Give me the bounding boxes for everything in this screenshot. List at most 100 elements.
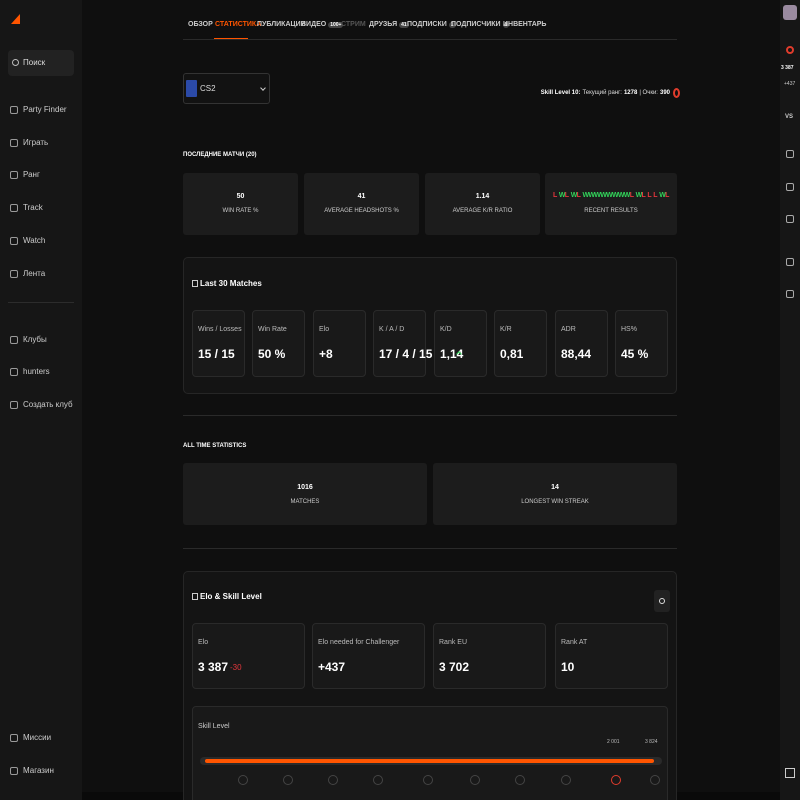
stat-label: AVERAGE K/R RATIO [452,208,513,214]
level-icon [328,775,338,785]
rail-icon[interactable] [786,150,794,158]
result: L [576,192,581,199]
stat-value: 1016 [297,484,313,491]
result: L [641,192,646,199]
rail-icon[interactable] [786,183,794,191]
result: W [582,192,590,199]
logo[interactable] [11,14,20,24]
skill-title: Skill Level [198,723,230,730]
result: W [558,192,566,199]
rail-icon[interactable] [786,258,794,266]
icon [10,171,18,179]
tab[interactable]: ПОДПИСКИ 1 [407,21,456,28]
box-icon [192,280,198,287]
stat-card [425,173,540,235]
stat-label: K/D [440,326,452,333]
nav-item[interactable]: Watch [23,236,46,245]
elo-label: Elo [198,639,209,646]
stat-label: ADR [561,326,576,333]
search-icon [12,59,19,66]
club-item[interactable]: Создать клуб [23,400,73,409]
skill-marker: 2 001 [607,739,620,745]
level-icon [238,775,248,785]
stat-value: 50 [236,193,245,200]
result: L [653,192,658,199]
level-icon [423,775,433,785]
bottom-item[interactable]: Миссии [23,733,52,742]
game-icon [186,80,197,97]
skill-summary-part: | Очки: [639,90,658,96]
tab[interactable]: ПОДПИСЧИКИ 1 [451,21,510,28]
elo-value: 10 [561,660,575,674]
stat-label: MATCHES [290,499,320,505]
stat-tile [192,310,245,377]
elo-value: +437 [318,660,346,674]
tab[interactable]: ПУБЛИКАЦИИ [257,21,306,28]
icon [10,270,18,278]
nav-item[interactable]: Играть [23,138,49,147]
left-sidebar [0,0,82,800]
bottom-item[interactable]: Магазин [23,766,54,775]
skill-box [192,706,668,800]
stat-label: Win Rate [258,326,287,333]
rail-elo: 3 387 [781,65,794,71]
stat-tile [373,310,426,377]
tab[interactable]: СТАТИСТИКА [215,21,262,28]
rail-icon[interactable] [785,768,795,778]
level-icon [515,775,525,785]
nav-item[interactable]: Лента [23,269,46,278]
club-item[interactable]: hunters [23,367,50,376]
search-box[interactable] [8,50,74,76]
stat-value: 50 % [258,347,286,361]
nav-item[interactable]: Ранг [23,170,40,179]
result: W [594,192,601,199]
tab-badge: 1 [448,22,456,28]
club-item[interactable]: Клубы [23,335,47,344]
elo-label: Elo needed for Challenger [318,639,400,646]
level-icon [650,775,660,785]
sidebar-divider [8,302,74,303]
stat-tile [555,310,608,377]
elo-card [192,623,305,689]
skill-summary-part: 390 [659,90,670,96]
level-icon [561,775,571,785]
elo-card [555,623,668,689]
stat-label: K / A / D [379,326,405,333]
tab[interactable]: ОБЗОР [188,21,213,28]
rail-icon[interactable] [786,215,794,223]
rail-vs[interactable]: VS [785,114,794,120]
icon [10,734,18,742]
stat-value: 15 / 15 [198,347,235,361]
stat-value: +8 [319,347,333,361]
rail-level [786,46,794,54]
tab[interactable]: ИНВЕНТАРЬ [503,21,547,28]
stat-tile [434,310,487,377]
stat-label: WIN RATE % [222,208,259,214]
skill-progress [205,759,654,763]
stat-value: 17 / 4 / 15 [379,347,433,361]
result: W [570,192,578,199]
result: L [564,192,570,199]
stat-label: Elo [319,326,330,333]
game-select[interactable] [183,73,270,104]
icon [10,401,18,409]
tab[interactable]: ДРУЗЬЯ 41 [369,21,409,28]
tab[interactable]: СТРИМ [341,21,366,28]
tab-badge: 1 [502,22,510,28]
nav-item[interactable]: Party Finder [23,105,67,114]
rail-needed: +437 [784,81,796,87]
result: W [617,192,625,199]
elo-label: Rank AT [561,639,588,646]
stat-label: LONGEST WIN STREAK [521,499,589,505]
result: W [600,192,607,199]
nav-item[interactable]: Track [23,203,43,212]
tab-badge: 100+ [328,22,344,28]
icon [10,106,18,114]
stat-tile [615,310,668,377]
avatar[interactable] [783,5,797,20]
rail-icon[interactable] [786,290,794,298]
result: W [623,192,631,199]
tab[interactable]: ВИДЕО 100+ [301,21,344,28]
stat-card [433,463,677,525]
elo-value: 3 702 [439,660,470,674]
